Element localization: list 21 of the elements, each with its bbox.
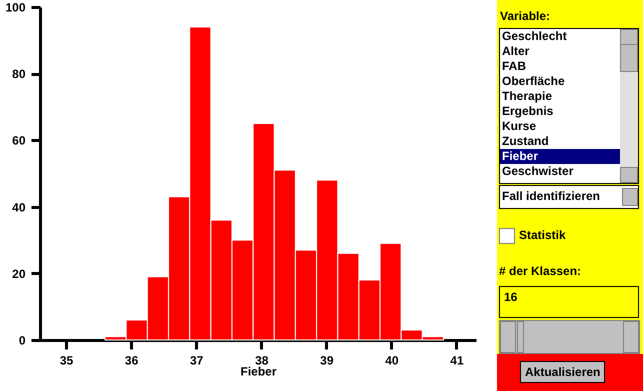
text: Aktualisieren [520, 361, 606, 383]
x-tick-label: 40 [385, 354, 399, 368]
y-tick-label: 20 [12, 266, 26, 281]
text-field: 16 [499, 286, 639, 318]
y-tick-label: 80 [12, 67, 26, 82]
x-axis-title: Fieber [240, 364, 277, 378]
list-box: Geschlecht Alter FAB Oberfläche Therapie Ergebnis Kurse Zustand Fieber Geschwister [499, 28, 639, 184]
x-tick-label: 38 [255, 354, 269, 368]
y-tick-label: 60 [12, 134, 26, 148]
text: Statistik [519, 228, 566, 242]
x-tick-label: 35 [60, 354, 74, 368]
y-tick-label: 100 [5, 0, 26, 14]
x-tick-label: 39 [320, 354, 334, 368]
y-tick-label: 0 [18, 334, 26, 348]
x-tick-label: 37 [190, 354, 204, 368]
x-tick-label: 41 [450, 354, 464, 368]
text: Variable: [500, 9, 550, 23]
x-tick-label: 36 [124, 354, 139, 368]
text: # der Klassen: [499, 264, 582, 278]
dropdown: Fall identifizieren [499, 185, 639, 209]
y-tick-label: 40 [12, 200, 26, 214]
